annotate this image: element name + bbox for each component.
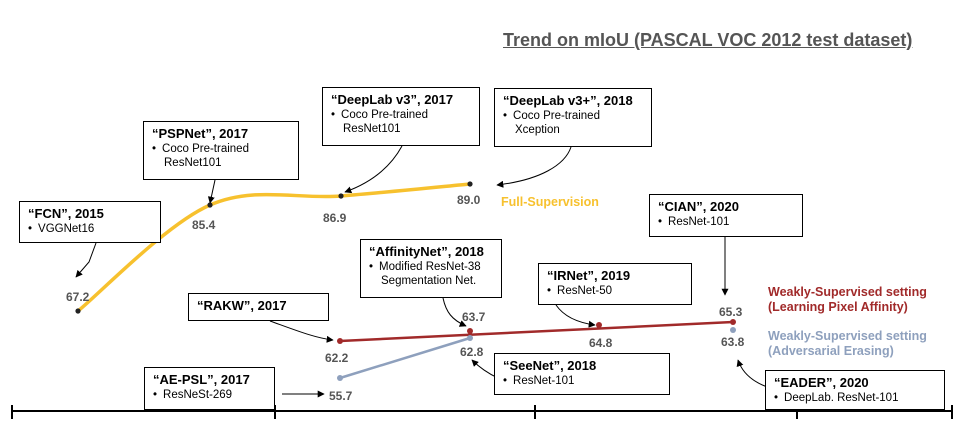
series-line-adversarial [339,336,471,380]
value-label-irnet: 64.8 [589,336,613,350]
box-ae-psl-title: “AE-PSL”, 2017 [153,372,250,387]
value-label-pspnet: 85.4 [192,218,216,232]
box-rakw: “RAKW”, 2017 [188,293,329,321]
point-affinity [467,328,473,334]
box-pspnet-item: ResNet101 [164,157,222,169]
value-label-deeplab-v3: 86.9 [323,211,347,225]
series-label-line: (Adversarial Erasing) [768,344,894,358]
arrow-pspnet [207,179,216,204]
box-seenet-item: ResNet-101 [503,374,663,388]
box-deeplab-v3-item: Coco Pre-trained [331,108,473,122]
box-irnet-item: ResNet-50 [547,284,685,298]
value-label-ae-psl: 55.7 [329,389,353,403]
series-label-line: Full-Supervision [501,195,599,209]
point-adversarial [467,335,473,341]
value-label-deeplab-v3plus: 89.0 [457,193,481,207]
box-cian-item: ResNet-101 [658,215,796,229]
box-cian: “CIAN”, 2020 ResNet-101 [649,194,803,237]
box-ae-psl: “AE-PSL”, 2017 ResNeSt-269 [144,367,275,410]
series-line-full-supervision [76,182,472,313]
point-adversarial [730,327,736,333]
box-deeplab-v3-item: ResNet101 [343,123,401,135]
box-ae-psl-item: ResNeSt-269 [153,388,268,402]
box-fcn: “FCN”, 2015 VGGNet16 [19,201,161,243]
arrow-rakw [269,320,334,343]
box-fcn-title: “FCN”, 2015 [28,206,104,221]
series-label-line: (Learning Pixel Affinity) [768,300,908,314]
value-label-fcn: 67.2 [66,290,90,304]
box-affinitynet: “AffinityNet”, 2018 Modified ResNet-38 S… [360,239,502,298]
box-deeplab-v3-title: “DeepLab v3”, 2017 [331,92,454,107]
arrow-irnet [555,304,596,328]
box-deeplab-v3plus: “DeepLab v3+”, 2018 Coco Pre-trained Xce… [494,88,652,147]
box-rakw-title: “RAKW”, 2017 [197,298,287,313]
box-eader: “EADER”, 2020 DeepLab. ResNet-101 [765,370,945,410]
box-irnet-title: “IRNet”, 2019 [547,268,631,283]
value-label-rakw: 62.2 [325,351,349,365]
box-pspnet: “PSPNet”, 2017 Coco Pre-trained ResNet10… [143,121,299,180]
series-label-line: Weakly-Supervised setting [768,329,927,343]
box-deeplab-v3plus-item: Coco Pre-trained [503,109,645,123]
box-irnet: “IRNet”, 2019 ResNet-50 [538,263,692,305]
box-fcn-item: VGGNet16 [28,222,154,236]
value-label-cian: 65.3 [719,305,743,319]
point-full-supervision [207,202,213,208]
point-affinity [337,338,343,344]
point-affinity [596,322,602,328]
point-full-supervision [338,193,344,199]
point-full-supervision [467,181,473,187]
box-affinitynet-title: “AffinityNet”, 2018 [369,244,484,259]
series-label-adversarial: Weakly-Supervised setting (Adversarial E… [768,329,927,359]
box-eader-title: “EADER”, 2020 [774,375,869,390]
series-label-full-supervision: Full-Supervision [501,195,599,210]
box-affinitynet-item: Modified ResNet-38 [369,260,495,274]
series-label-line: Weakly-Supervised setting [768,285,927,299]
point-affinity [730,319,736,325]
value-label-eader: 63.8 [721,335,745,349]
value-label-affinitynet: 63.7 [462,310,486,324]
box-deeplab-v3: “DeepLab v3”, 2017 Coco Pre-trained ResN… [322,87,480,146]
box-pspnet-item: Coco Pre-trained [152,142,292,156]
series-label-affinity: Weakly-Supervised setting (Learning Pixe… [768,285,927,315]
box-eader-item: DeepLab. ResNet-101 [774,391,938,405]
arrow-deeplab-v3plus [496,146,572,188]
value-label-seenet: 62.8 [460,345,484,359]
arrow-deeplab-v3 [344,145,403,194]
arrow-affinitynet [442,297,467,327]
box-pspnet-title: “PSPNet”, 2017 [152,126,249,141]
box-cian-title: “CIAN”, 2020 [658,199,739,214]
box-seenet-title: “SeeNet”, 2018 [503,358,597,373]
box-deeplab-v3plus-title: “DeepLab v3+”, 2018 [503,93,633,108]
box-affinitynet-item: Segmentation Net. [381,275,477,287]
point-full-supervision [75,308,81,314]
box-deeplab-v3plus-item: Xception [515,124,560,136]
arrow-fcn [75,242,97,278]
point-adversarial [337,375,343,381]
series-line-affinity [339,320,734,343]
box-seenet: “SeeNet”, 2018 ResNet-101 [494,353,670,395]
chart-title: Trend on mIoU (PASCAL VOC 2012 test data… [503,30,913,50]
